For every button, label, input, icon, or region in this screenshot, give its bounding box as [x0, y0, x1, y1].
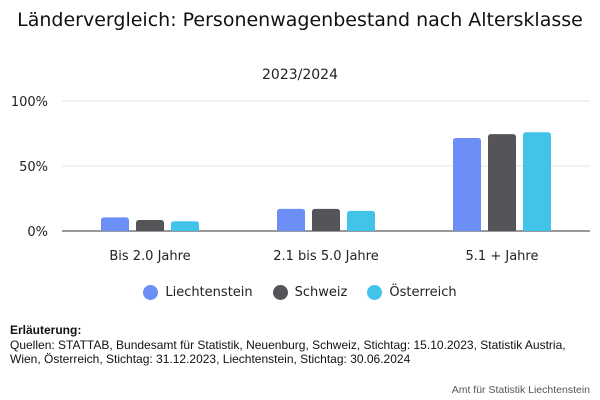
legend-label-schweiz: Schweiz [294, 285, 348, 300]
bar-liechtenstein-3[interactable] [453, 138, 481, 231]
legend-label-liechtenstein: Liechtenstein [165, 285, 253, 300]
legend-item-schweiz[interactable]: Schweiz [272, 285, 348, 300]
notes-heading: Erläuterung: [10, 323, 82, 337]
bar--sterreich-3[interactable] [523, 132, 551, 231]
bar--sterreich-2[interactable] [347, 210, 375, 231]
bar-schweiz-1[interactable] [136, 219, 164, 231]
legend-swatch-liechtenstein [143, 285, 159, 300]
chart-notes: Erläuterung: Quellen: STATTAB, Bundesamt… [10, 323, 580, 367]
bar-liechtenstein-1[interactable] [101, 217, 129, 231]
bar-schweiz-2[interactable] [312, 208, 340, 231]
chart-credit: Amt für Statistik Liechtenstein [451, 384, 590, 396]
notes-text: Quellen: STATTAB, Bundesamt für Statisti… [10, 337, 566, 367]
chart-subtitle: 2023/2024 [262, 67, 338, 83]
bar--sterreich-1[interactable] [171, 221, 199, 231]
bar-schweiz-3[interactable] [488, 134, 516, 231]
y-tick-label: 50% [19, 160, 48, 175]
x-tick-label: Bis 2.0 Jahre [109, 249, 190, 264]
y-tick-label: 100% [11, 95, 48, 110]
chart-title: Ländervergleich: Personenwagenbestand na… [17, 9, 583, 31]
x-tick-label: 5.1 + Jahre [466, 249, 539, 264]
y-tick-label: 0% [27, 225, 48, 240]
legend-label-oesterreich: Österreich [389, 285, 457, 300]
legend-item-liechtenstein[interactable]: Liechtenstein [143, 285, 253, 300]
legend-item-oesterreich[interactable]: Österreich [367, 285, 457, 300]
x-tick-label: 2.1 bis 5.0 Jahre [273, 249, 378, 264]
legend-swatch-schweiz [272, 285, 288, 300]
chart-legend: Liechtenstein Schweiz Österreich [0, 285, 600, 300]
legend-swatch-oesterreich [367, 285, 383, 300]
bar-liechtenstein-2[interactable] [277, 208, 305, 231]
